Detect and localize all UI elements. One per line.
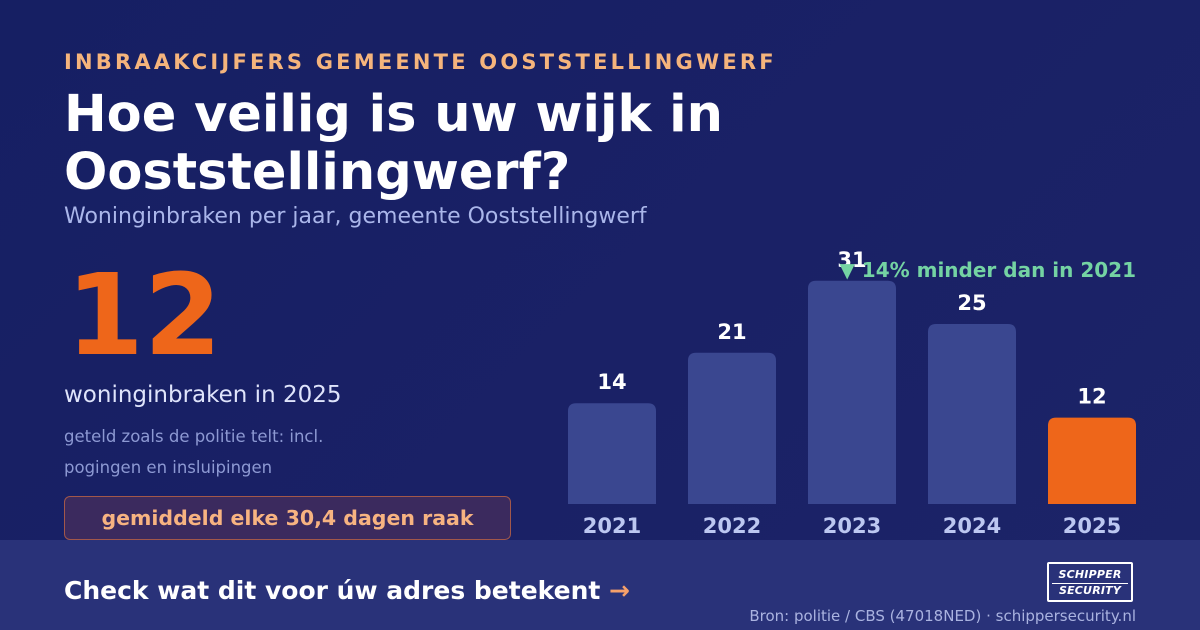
bar-2021 [568, 403, 656, 504]
category-label-2024: 2024 [943, 514, 1001, 538]
average-interval-badge: gemiddeld elke 30,4 dagen raak [64, 496, 511, 540]
logo-text-line2: SECURITY [1052, 583, 1128, 598]
highlight-caption: woninginbraken in 2025 [64, 382, 342, 408]
source-credit: Bron: politie / CBS (47018NED) · schippe… [749, 607, 1136, 625]
bar-2023 [808, 280, 896, 504]
trend-annotation: ▼ 14% minder dan in 2021 [839, 258, 1136, 282]
company-logo: SCHIPPER SECURITY [1047, 562, 1133, 602]
value-label-2025: 12 [1077, 385, 1106, 409]
category-label-2025: 2025 [1063, 514, 1121, 538]
cta-label: Check wat dit voor úw adres betekent [64, 576, 601, 605]
value-label-2021: 14 [597, 370, 626, 394]
count-method-note: geteld zoals de politie telt: incl. pogi… [64, 427, 324, 477]
bar-2022 [688, 352, 776, 504]
bar-chart: 14 2021 21 2022 31 2023 25 2024 12 2025 ▼ 14% mind… [568, 248, 1136, 538]
cta-link[interactable]: Check wat dit voor úw adres betekent → [64, 576, 630, 605]
page-title: Hoe veilig is uw wijk in Ooststellingwer… [64, 85, 723, 202]
category-label-2021: 2021 [583, 514, 641, 538]
footer-bar [0, 540, 1200, 630]
chart-subtitle: Woninginbraken per jaar, gemeente Oostst… [64, 204, 647, 229]
category-label-2023: 2023 [823, 514, 881, 538]
logo-text-line1: SCHIPPER [1058, 568, 1122, 581]
kicker: INBRAAKCIJFERS GEMEENTE OOSTSTELLINGWERF [64, 50, 777, 74]
arrow-right-icon: → [609, 576, 630, 605]
category-label-2022: 2022 [703, 514, 761, 538]
value-label-2022: 21 [717, 320, 746, 344]
value-label-2023: 31 [837, 248, 866, 272]
bar-2025 [1048, 417, 1136, 504]
bar-2024 [928, 324, 1016, 504]
highlight-number: 12 [66, 251, 222, 381]
value-label-2024: 25 [957, 291, 986, 315]
